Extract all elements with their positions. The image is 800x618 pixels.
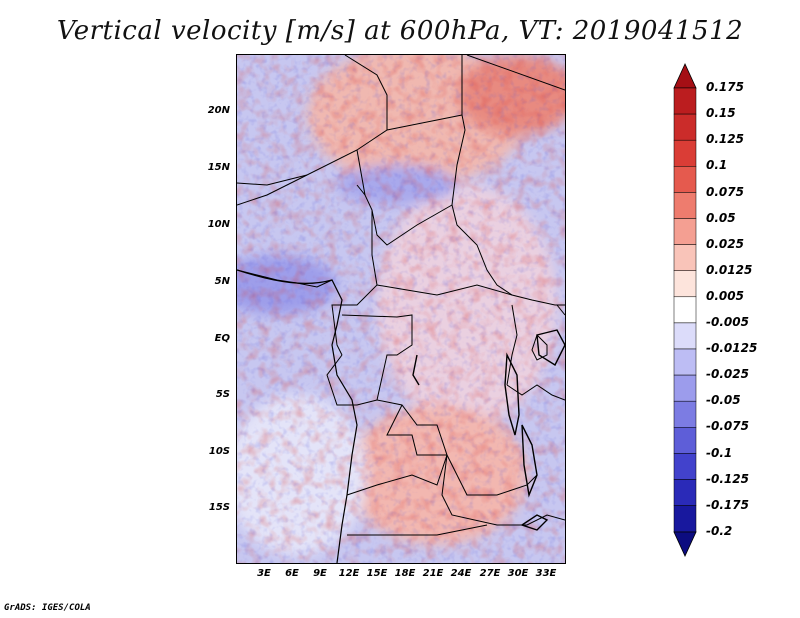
lon-label-30e: 30E [507, 568, 529, 579]
lat-label-15s: 15S [208, 502, 230, 513]
colorbar-label: 0.1 [706, 158, 728, 172]
colorbar-segment-18 [673, 531, 697, 557]
lon-label-18e: 18E [394, 568, 416, 579]
map-panel [236, 54, 566, 564]
colorbar-label: 0.05 [706, 211, 736, 225]
lat-label-5n: 5N [214, 276, 230, 287]
colorbar-segment-0 [673, 63, 697, 89]
colorbar-segment-2 [673, 113, 697, 141]
colorbar-segment-17 [673, 505, 697, 533]
lat-label-10s: 10S [208, 446, 230, 457]
lon-label-33e: 33E [535, 568, 557, 579]
lat-label-10n: 10N [207, 219, 230, 230]
colorbar-segment-10 [673, 322, 697, 350]
colorbar-label: -0.025 [706, 367, 749, 381]
colorbar-segment-8 [673, 270, 697, 298]
negative-anomalies [237, 55, 565, 563]
grads-credit: GrADS: IGES/COLA [4, 603, 91, 613]
colorbar-segment-16 [673, 479, 697, 506]
colorbar-segment-3 [673, 139, 697, 167]
colorbar-label: -0.125 [706, 472, 749, 486]
lat-label-15n: 15N [207, 162, 230, 173]
colorbar-segment-5 [673, 192, 697, 219]
colorbar-segment-4 [673, 166, 697, 193]
colorbar-label: -0.2 [706, 524, 733, 538]
colorbar-label: 0.005 [706, 289, 744, 303]
colorbar-label: 0.025 [706, 237, 744, 251]
colorbar-label: 0.0125 [706, 263, 753, 277]
colorbar-segment-7 [673, 244, 697, 271]
lakes [412, 329, 565, 531]
colorbar-label: 0.15 [706, 106, 736, 120]
colorbar-segment-15 [673, 453, 697, 480]
colorbar-label: 0.125 [706, 132, 744, 146]
colorbar-label: -0.175 [706, 498, 749, 512]
colorbar [673, 63, 697, 557]
velocity-field-map [237, 55, 565, 563]
colorbar-label: 0.175 [706, 80, 744, 94]
lon-label-3e: 3E [257, 568, 271, 579]
colorbar-label: -0.075 [706, 419, 749, 433]
lon-label-6e: 6E [285, 568, 299, 579]
colorbar-label: 0.075 [706, 185, 744, 199]
country-borders [237, 55, 565, 536]
colorbar-segment-12 [673, 374, 697, 402]
lon-label-24e: 24E [450, 568, 472, 579]
colorbar-label: -0.05 [706, 393, 741, 407]
colorbar-segment-9 [673, 296, 697, 324]
colorbar-segment-11 [673, 348, 697, 376]
colorbar-label: -0.1 [706, 446, 733, 460]
colorbar-segment-6 [673, 218, 697, 245]
lon-label-9e: 9E [313, 568, 327, 579]
colorbar-segment-14 [673, 427, 697, 454]
lat-label-eq: EQ [214, 333, 230, 344]
lat-label-5s: 5S [215, 389, 230, 400]
colorbar-label: -0.0125 [706, 341, 758, 355]
lon-label-21e: 21E [422, 568, 444, 579]
colorbar-segment-13 [673, 400, 697, 428]
chart-title: Vertical velocity [m/s] at 600hPa, VT: 2… [56, 16, 744, 46]
lon-label-15e: 15E [366, 568, 388, 579]
colorbar-segment-1 [673, 87, 697, 115]
coastline [237, 269, 358, 563]
lon-label-12e: 12E [338, 568, 360, 579]
colorbar-label: -0.005 [706, 315, 749, 329]
lat-label-20n: 20N [207, 105, 230, 116]
lon-label-27e: 27E [479, 568, 501, 579]
